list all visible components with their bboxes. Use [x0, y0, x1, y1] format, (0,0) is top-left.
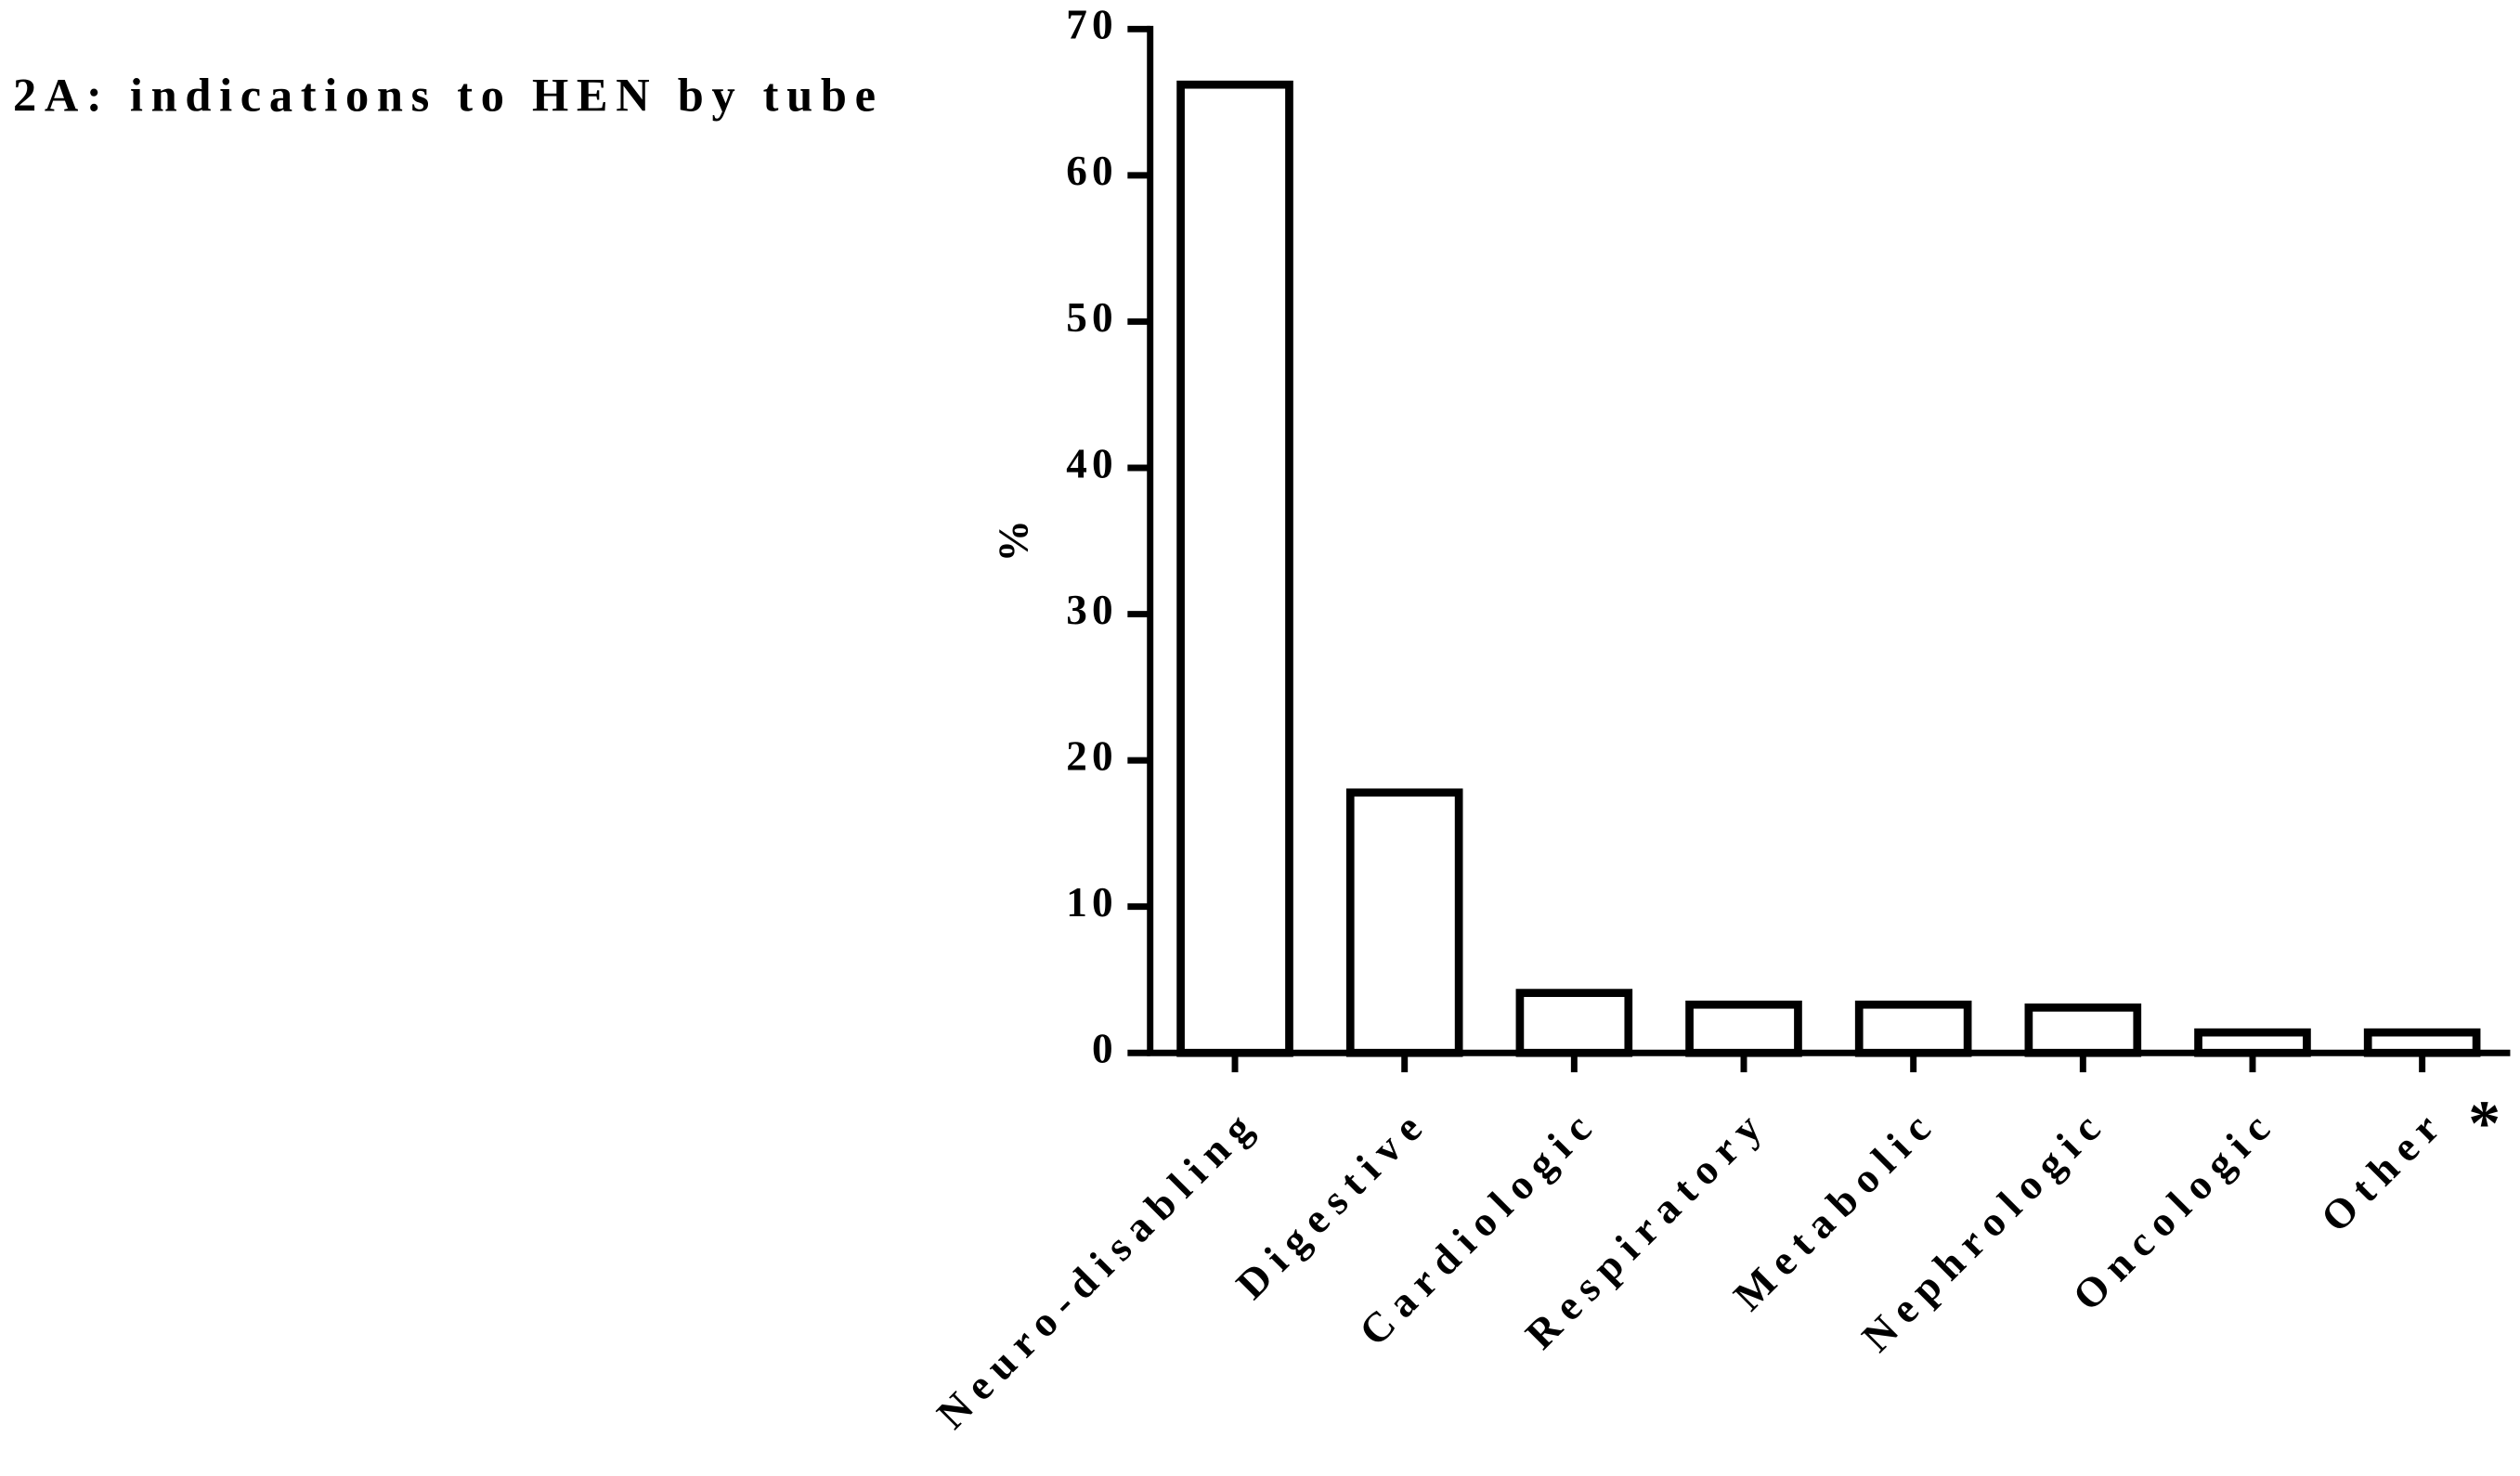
annotation: * — [2468, 1089, 2501, 1160]
y-tick-label: 70 — [1066, 2, 1118, 48]
x-tick-label: Other — [2312, 1098, 2455, 1241]
x-tick-label: Neuro-disabling — [929, 1098, 1268, 1438]
bar — [1176, 80, 1293, 1057]
bar — [1854, 1000, 1972, 1057]
y-tick-label: 40 — [1066, 440, 1118, 486]
y-tick-label: 30 — [1066, 587, 1118, 633]
bar — [1515, 989, 1633, 1057]
y-tick-label: 50 — [1066, 294, 1118, 341]
bar — [2363, 1028, 2481, 1057]
bar — [1345, 788, 1463, 1057]
y-tick-label: 10 — [1066, 879, 1118, 926]
bar — [1685, 1000, 1802, 1057]
bar — [2024, 1003, 2142, 1057]
y-axis-label: % — [990, 520, 1036, 562]
y-tick-label: 0 — [1092, 1026, 1118, 1072]
y-tick-label: 60 — [1066, 148, 1118, 194]
y-tick-label: 20 — [1066, 732, 1118, 779]
chart-title: 2A: indications to HEN by tube — [13, 69, 884, 121]
bar — [2194, 1028, 2311, 1057]
